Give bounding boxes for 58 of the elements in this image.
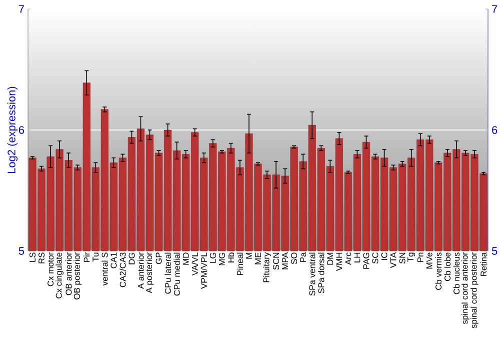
x-tick-label: DG xyxy=(128,252,135,264)
x-tick-label: Pa xyxy=(300,252,306,262)
x-tick-label: Cx cingulate xyxy=(56,252,64,298)
x-tick-label: spinal cord posterior xyxy=(470,252,478,328)
x-tick-label: MD xyxy=(182,252,189,265)
x-tick-label: VA/VL xyxy=(192,252,198,276)
x-tick-label: M xyxy=(246,252,252,259)
x-tick-label: Cb lobe xyxy=(444,252,451,281)
y2-tick-label: 7 xyxy=(492,5,498,13)
x-tick-label: Pineal xyxy=(236,252,244,276)
x-tick-label: spinal cord anterior xyxy=(462,252,470,324)
x-tick-label: Pituitary xyxy=(263,252,271,282)
x-tick-label: MG xyxy=(218,252,225,266)
x-tick-label: LH xyxy=(354,252,360,262)
x-tick-label: SO xyxy=(291,252,298,264)
x-tick-label: Tg xyxy=(408,252,416,262)
y-tick-label: 7 xyxy=(18,5,24,13)
x-tick-label: SPa ventral xyxy=(309,252,316,296)
x-tick-label: PAG xyxy=(363,252,370,269)
x-tick-label: VTA xyxy=(390,252,396,268)
x-tick-label: CA1 xyxy=(110,252,117,268)
y2-tick-label: 6 xyxy=(492,126,498,134)
x-tick-label: ME xyxy=(255,252,261,264)
x-tick-label: A anterior xyxy=(138,252,144,289)
x-tick-label: SC xyxy=(372,252,378,264)
x-tick-label: LS xyxy=(30,252,36,262)
y-tick-label: 6 xyxy=(18,126,24,134)
x-tick-label: A posterior xyxy=(146,252,154,294)
x-tick-label: GP xyxy=(156,252,162,264)
y-axis-title: Log2 (expression) xyxy=(7,86,18,173)
y-tick-label: 5 xyxy=(18,247,24,255)
x-tick-label: Cb vermis xyxy=(435,252,442,290)
x-tick-label: Hb xyxy=(228,252,234,262)
y2-tick-label: 5 xyxy=(492,247,498,255)
x-tick-label: Retina xyxy=(480,252,487,276)
x-tick-label: OB posterior xyxy=(74,252,82,300)
x-tick-label: CPu lateral xyxy=(164,252,171,294)
x-tick-label: ventral S xyxy=(102,252,108,286)
x-tick-label: Cx motor xyxy=(48,252,54,286)
x-tick-label: SCN xyxy=(273,252,280,270)
x-tick-label: Arc xyxy=(345,252,352,265)
x-tick-label: SN xyxy=(399,252,406,264)
x-tick-label: VPM/VPL xyxy=(200,252,207,289)
x-tick-label: LG xyxy=(210,252,216,263)
x-tick-label: MVe xyxy=(426,252,432,268)
x-tick-label: OB anterior xyxy=(65,252,72,296)
x-tick-label: Tu xyxy=(92,252,99,262)
x-tick-label: SPa dorsal xyxy=(318,252,324,294)
x-tick-label: Cb nucleus xyxy=(453,252,460,294)
x-tick-label: Pir xyxy=(84,252,90,262)
x-tick-label: DM xyxy=(327,252,334,265)
x-tick-label: CA2/CA3 xyxy=(120,252,126,288)
x-tick-label: IC xyxy=(381,252,388,260)
x-tick-label: Pn xyxy=(417,252,424,262)
x-tick-label: MPA xyxy=(282,252,288,270)
x-tick-label: VMH xyxy=(336,252,342,271)
x-tick-label: CPu medial xyxy=(174,252,180,296)
x-tick-label: RS xyxy=(38,252,45,264)
